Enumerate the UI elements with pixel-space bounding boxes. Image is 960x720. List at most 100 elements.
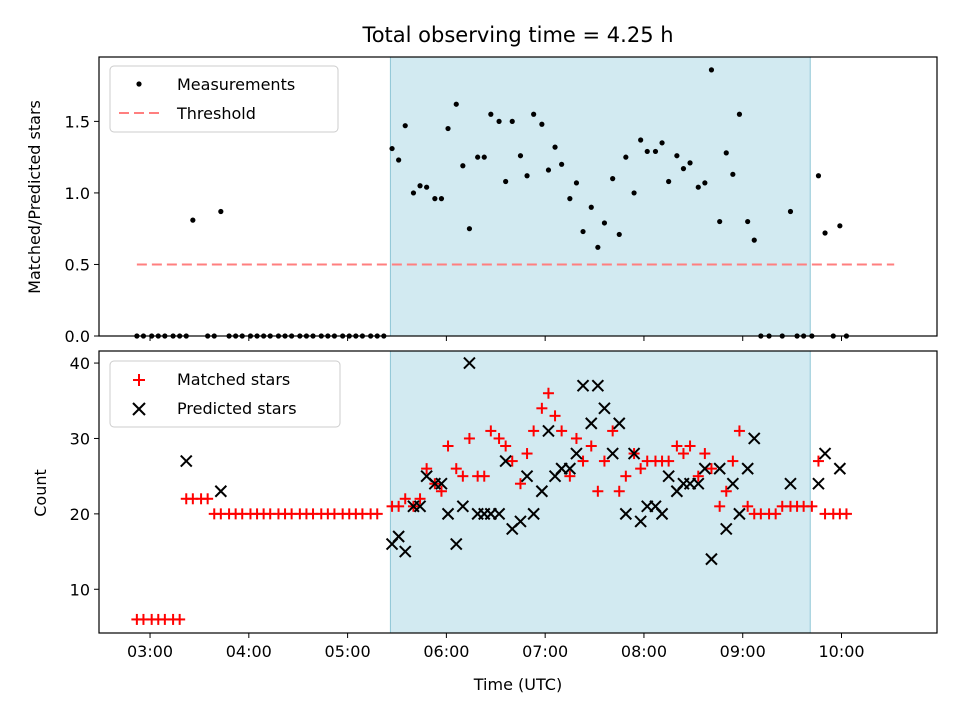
measurement-point	[822, 230, 828, 236]
matched-star-point	[399, 493, 411, 505]
top-y-tick-label: 0.5	[65, 255, 90, 274]
matched-star-point	[671, 440, 683, 452]
x-tick-label: 07:00	[522, 642, 568, 661]
predicted-star-point	[598, 402, 611, 415]
matched-star-point	[536, 402, 548, 414]
matched-star-point	[770, 508, 782, 520]
top-y-tick-label: 0.0	[65, 327, 90, 346]
matched-star-point	[577, 455, 589, 467]
predicted-star-point	[726, 477, 740, 490]
matched-star-point	[493, 432, 505, 444]
predicted-star-point	[713, 462, 726, 475]
top-y-axis-ticks: 0.0 0.5 1.0 1.5	[65, 112, 99, 346]
predicted-star-point	[435, 477, 448, 490]
predicted-star-point	[833, 462, 847, 475]
predicted-star-point	[542, 424, 555, 438]
predicted-star-point	[591, 379, 605, 392]
measurement-point	[652, 148, 659, 155]
top-plot-frame	[98, 56, 938, 337]
matched-star-point	[742, 500, 754, 512]
legend-predicted-marker	[132, 402, 146, 416]
matched-star-point	[806, 500, 818, 512]
measurement-point	[616, 231, 622, 238]
measurement-point	[460, 163, 466, 169]
matched-star-point	[733, 425, 745, 437]
measurement-point	[815, 173, 822, 179]
top-y-tick-label: 1.5	[65, 112, 90, 131]
measurement-point	[674, 153, 680, 159]
predicted-star-point	[733, 507, 746, 521]
measurement-point	[730, 171, 736, 177]
predicted-star-point	[535, 485, 549, 498]
matched-star-point	[542, 387, 554, 399]
matched-star-point	[714, 500, 726, 512]
bottom-y-tick-label: 30	[70, 429, 90, 448]
predicted-star-point	[520, 469, 534, 483]
x-tick-label: 09:00	[720, 642, 766, 661]
bottom-y-axis-ticks: 10 20 30 40	[70, 354, 99, 599]
predicted-star-point	[570, 447, 583, 460]
bottom-y-axis-label: Count	[31, 469, 50, 517]
measurement-point	[509, 118, 515, 124]
predicted-star-point	[456, 500, 470, 513]
matched-star-point	[840, 508, 852, 520]
measurement-point	[453, 101, 459, 107]
measurement-point	[488, 111, 494, 117]
measurement-point	[687, 160, 693, 166]
matched-star-point	[371, 508, 383, 520]
matched-star-point	[421, 463, 433, 475]
top-shaded-interval	[389, 56, 811, 337]
measurement-point	[580, 228, 586, 235]
predicted-star-point	[619, 507, 633, 521]
predicted-star-point	[720, 522, 733, 536]
matched-star-point	[720, 485, 732, 497]
matched-star-point	[414, 493, 426, 505]
predicted-star-point	[514, 515, 527, 528]
predicted-star-point	[662, 469, 675, 483]
matched-star-point	[620, 470, 632, 482]
x-tick-label: 05:00	[325, 642, 371, 661]
matched-star-point	[663, 455, 675, 467]
matched-star-point	[705, 463, 717, 475]
measurement-point	[567, 196, 573, 202]
matched-star-point	[613, 485, 625, 497]
legend-measurements-marker	[136, 81, 142, 87]
measurement-point	[481, 154, 487, 160]
measurement-point	[496, 118, 502, 124]
matched-star-point	[485, 425, 497, 437]
matched-star-point	[635, 463, 647, 475]
predicted-star-point	[450, 537, 463, 551]
matched-star-point	[450, 463, 462, 475]
predicted-star-point	[784, 477, 797, 490]
measurement-point	[837, 223, 843, 229]
measurement-point	[666, 178, 672, 185]
matched-star-point	[570, 432, 582, 444]
predicted-star-point	[499, 454, 512, 468]
measurement-point	[680, 166, 687, 172]
matched-star-point	[174, 613, 186, 625]
count-points	[131, 356, 852, 625]
predicted-star-point	[705, 552, 718, 566]
matched-star-point	[592, 485, 604, 497]
matched-star-point	[521, 448, 533, 460]
legend-matched-label: Matched stars	[177, 370, 290, 389]
x-tick-label: 10:00	[818, 642, 864, 661]
matched-star-point	[556, 425, 568, 437]
predicted-star-point	[818, 447, 832, 460]
measurement-point	[545, 167, 552, 173]
matched-star-point	[677, 448, 689, 460]
predicted-star-point	[585, 417, 598, 430]
predicted-star-point	[180, 454, 193, 468]
matched-star-point	[500, 440, 512, 452]
measurement-point	[410, 190, 417, 196]
measurement-point	[445, 125, 451, 132]
measurement-point	[389, 145, 395, 152]
measurement-point	[424, 184, 430, 190]
measurement-point	[531, 111, 537, 117]
matched-star-point	[684, 440, 696, 452]
matched-star-point	[549, 410, 561, 422]
measurement-point	[573, 180, 580, 186]
predicted-star-point	[527, 507, 540, 521]
measurement-point	[218, 208, 224, 215]
